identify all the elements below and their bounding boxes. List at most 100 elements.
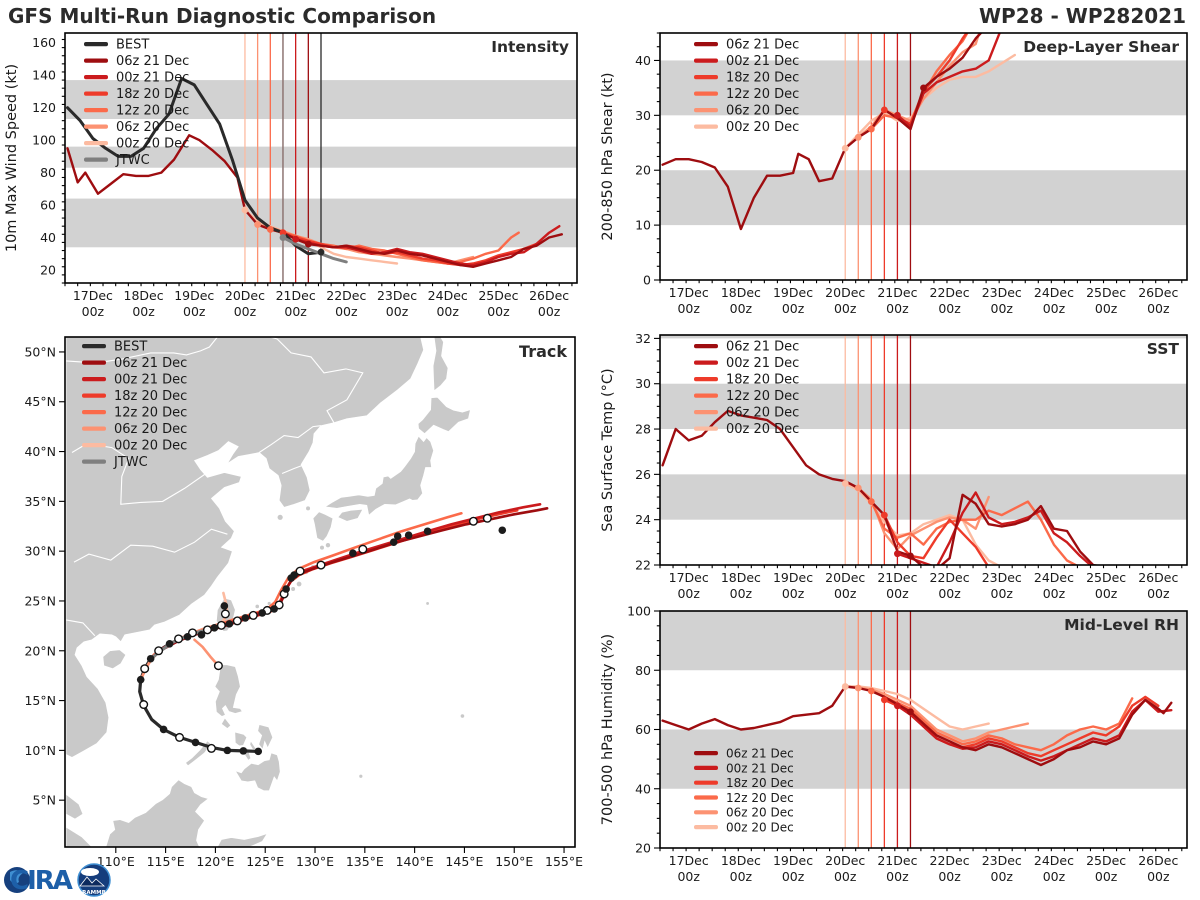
legend-swatch-06z20 [82,426,106,431]
y-tick: 22 [635,558,651,573]
x-tick-hour: 00z [183,304,206,319]
x-tick-date: 17Dec [73,288,113,303]
x-tick-date: 24Dec [1034,570,1074,585]
x-tick-hour: 00z [782,869,805,884]
logos-svg: CIRA RAMMB [4,863,111,897]
x-tick-hour: 00z [834,301,857,316]
panel-title-rh: Mid-Level RH [1064,616,1179,634]
x-tick-hour: 00z [1147,586,1170,601]
y-tick: 32 [635,331,651,346]
legend-swatch-18z20 [694,75,718,80]
legend-swatch-18z20 [82,393,106,398]
y-tick: 20 [635,841,651,856]
legend-label-00z21: 00z 21 Dec [726,54,799,69]
plot-frame [64,32,578,284]
x-tick-date: 21Dec [877,853,917,868]
legend-label-12z20: 12z 20 Dec [726,87,799,102]
init-dot-18z20 [880,696,888,704]
legend-swatch-06z21 [694,751,718,756]
x-tick-hour: 00z [938,586,961,601]
x-tick-hour: 00z [487,304,510,319]
legend-label-00z20: 00z 20 Dec [726,422,799,437]
x-tick-date: 22Dec [930,570,970,585]
y-tick: 100 [627,604,651,619]
legend-label-00z21: 00z 21 Dec [726,356,799,371]
x-tick-date: 22Dec [930,853,970,868]
map-x-tick: 140°E [396,854,434,869]
legend-label-12z20: 12z 20 Dec [114,406,187,421]
x-tick-date: 20Dec [825,853,865,868]
series-jtwc [281,236,348,264]
map-x-axis: 110°E 115°E 120°E 125°E 130°E 135°E 140°E 145°E… [97,847,583,869]
x-tick-hour: 00z [782,586,805,601]
init-dot-06z21 [907,552,914,560]
map-y-axis: 5°N 10°N 15°N 20°N 25°N 30°N 35°N 40°N 45°N 50°N [24,344,65,808]
panel-title-intensity: Intensity [491,38,569,56]
series-06z21 [661,685,1173,767]
x-tick-hour: 00z [886,586,909,601]
map-x-tick: 150°E [495,854,533,869]
x-tick-date: 24Dec [1034,285,1074,300]
x-tick-date: 25Dec [1086,570,1126,585]
legend-label-12z20: 12z 20 Dec [726,791,794,805]
cira-globe-land [10,870,23,884]
legend-label-06z21: 06z 21 Dec [726,747,794,761]
y-axis-label: 200-850 hPa Shear (kt) [600,72,616,240]
legend-label-18z20: 18z 20 Dec [726,373,799,388]
map-y-tick: 40°N [24,444,56,459]
init-dot-06z20 [254,221,262,228]
storm-id-title: WP28 - WP282021 [979,4,1186,28]
series-00z21 [896,491,1093,565]
x-tick-hour: 00z [677,869,700,884]
x-tick-date: 18Dec [721,570,761,585]
x-tick-hour: 00z [386,304,409,319]
legend-label-06z21: 06z 21 Dec [726,38,799,53]
x-tick-date: 19Dec [773,285,813,300]
y-tick: 24 [635,512,651,527]
legend-label-18z20: 18z 20 Dec [114,389,187,404]
map-y-tick: 50°N [24,344,56,359]
init-dot-00z21 [292,235,300,243]
legend-swatch-06z20 [694,810,718,815]
x-tick-date: 23Dec [377,288,417,303]
x-tick-date: 23Dec [982,285,1022,300]
legend-label-00z20: 00z 20 Dec [726,821,794,835]
series-00z20 [844,53,1016,150]
legend-swatch-06z20 [694,108,718,113]
plot-frame [659,334,1188,566]
legend-swatch-06z21 [82,360,106,365]
legend-label-06z20: 06z 20 Dec [726,406,799,421]
legend-label-18z20: 18z 20 Dec [726,71,799,86]
y-tick: 60 [40,198,56,213]
init-dot-12z20 [867,498,875,505]
x-axis: 17Dec00z18Dec00z19Dec00z20Dec00z21Dec00z… [64,283,573,319]
x-tick-date: 20Dec [825,570,865,585]
legend-swatch-best [82,344,106,349]
x-axis: 17Dec00z18Dec00z19Dec00z20Dec00z21Dec00z… [659,280,1183,316]
init-dot-06z21 [907,708,914,716]
x-tick-date: 21Dec [877,285,917,300]
x-tick-hour: 00z [886,869,909,884]
x-tick-date: 26Dec [1138,853,1178,868]
init-dot-06z21 [304,240,312,248]
legend-swatch-12z20 [694,393,718,398]
y-axis-label: 700-500 hPa Humidity (%) [600,634,616,825]
x-tick-date: 18Dec [124,288,164,303]
map-x-tick: 155°E [545,854,583,869]
agency-logos: CIRA RAMMB [2,856,132,900]
legend-swatch-12z20 [82,410,106,415]
legend-label-00z20: 00z 20 Dec [726,120,799,135]
legend-swatch-12z20 [694,795,718,800]
y-tick: 28 [635,422,651,437]
legend-swatch-00z20 [694,426,718,431]
y-tick: 40 [635,53,651,68]
x-tick-date: 25Dec [1086,285,1126,300]
plot-frame [64,336,576,848]
x-tick-hour: 00z [234,304,257,319]
